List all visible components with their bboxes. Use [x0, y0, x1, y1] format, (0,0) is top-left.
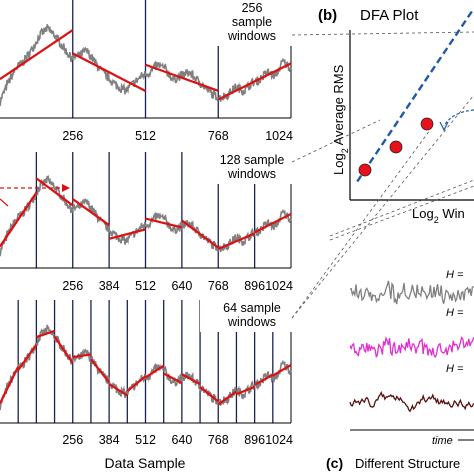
x-tick-label: 512 [135, 433, 156, 447]
x-tick-label: 384 [99, 433, 120, 447]
x-tick-label: 256 [62, 433, 83, 447]
trend-segment [36, 329, 55, 339]
trend-segment [181, 373, 201, 386]
x-tick-label: 640 [171, 433, 192, 447]
x-tick-label: 768 [208, 279, 229, 293]
x-tick-label: 896 [244, 279, 265, 293]
x-tick-label: 256 [62, 129, 83, 143]
trend-segment [72, 353, 92, 359]
trend-segment [35, 177, 74, 207]
pointer-head [62, 184, 70, 192]
dfa-fit-line [356, 8, 474, 183]
window-label-bg [200, 0, 304, 46]
trend-segment [181, 219, 219, 249]
highlight-arrow-head [439, 121, 449, 132]
panel-c: H = H = H = time (c) Different Structure [326, 269, 474, 471]
zoom-connector [291, 129, 431, 319]
x-tick-label: 640 [171, 279, 192, 293]
y-axis-title: Log2 Average RMS [331, 64, 350, 175]
pointer-arrow [0, 184, 70, 207]
signal-trace [0, 324, 292, 411]
trend-segment [144, 364, 165, 379]
x-tick-label: 512 [135, 129, 156, 143]
window-label: 128 sample [220, 153, 285, 167]
trend-segment [126, 375, 147, 392]
panel-letter: (b) [318, 7, 337, 24]
trend-segment [72, 52, 147, 93]
window-label: windows [227, 29, 276, 43]
hurst-label: H = [446, 363, 464, 375]
trend-segment [163, 372, 183, 384]
trend-segment [145, 217, 183, 229]
panel-title: DFA Plot [360, 7, 419, 24]
trend-segment [0, 192, 38, 248]
trace-brown [349, 390, 474, 413]
trend-segment [0, 366, 20, 404]
trend-segment [108, 228, 146, 240]
trend-segment [217, 232, 256, 250]
highlight-arrow [443, 109, 474, 127]
trend-segment [72, 198, 110, 227]
trend-segment [53, 335, 74, 364]
trend-segment [108, 383, 128, 397]
trend-segment [0, 29, 74, 80]
hurst-label: H = [446, 307, 464, 319]
trend-segment [272, 364, 292, 377]
dfa-point [420, 117, 434, 131]
x-tick-label: 1024 [265, 279, 293, 293]
trace-magenta [349, 336, 474, 359]
x-tick-label: 512 [135, 279, 156, 293]
panel-letter: (c) [326, 455, 343, 471]
window-label-bg [200, 152, 304, 184]
panel-title: Different Structure [355, 456, 460, 471]
zoom-connector [329, 185, 474, 241]
trend-segment [254, 212, 292, 234]
x-axis-title: Data Sample [105, 455, 186, 471]
trend-segment [236, 385, 256, 396]
pointer-stub [0, 198, 9, 207]
time-label: time [432, 435, 453, 447]
zoom-connector [291, 119, 381, 163]
trend-segment [199, 386, 219, 403]
signal-trace [0, 24, 292, 107]
window-label: windows [227, 315, 276, 329]
zoom-connector [329, 179, 474, 237]
window-label: windows [227, 167, 276, 181]
trace-gray [349, 280, 474, 305]
trend-segment [217, 390, 238, 406]
panel-b: (b) DFA Plot Log2 Average RMS Log2 Win [318, 7, 474, 225]
x-tick-label: 384 [99, 279, 120, 293]
x-tick-label: 1024 [265, 433, 293, 447]
trend-segment [145, 63, 219, 92]
window-label-bg [200, 300, 304, 332]
trend-segment [254, 373, 274, 386]
x-tick-label: 768 [208, 433, 229, 447]
window-label: 64 sample [223, 301, 281, 315]
x-tick-label: 768 [208, 129, 229, 143]
trend-segment [217, 62, 292, 101]
signal-trace [0, 174, 292, 257]
x-tick-label: 896 [244, 433, 265, 447]
dfa-point [358, 163, 372, 177]
x-tick-label: 1024 [265, 129, 293, 143]
dfa-point [389, 140, 403, 154]
zoom-connector [291, 31, 474, 36]
x-axis-title: Log2 Win [412, 206, 465, 225]
zoom-connectors [291, 31, 474, 319]
x-tick-label: 256 [62, 279, 83, 293]
window-label: sample [232, 15, 272, 29]
trend-segment [17, 344, 38, 371]
trend-segment [90, 358, 110, 384]
window-label: 256 [242, 1, 263, 15]
hurst-label: H = [446, 269, 464, 281]
